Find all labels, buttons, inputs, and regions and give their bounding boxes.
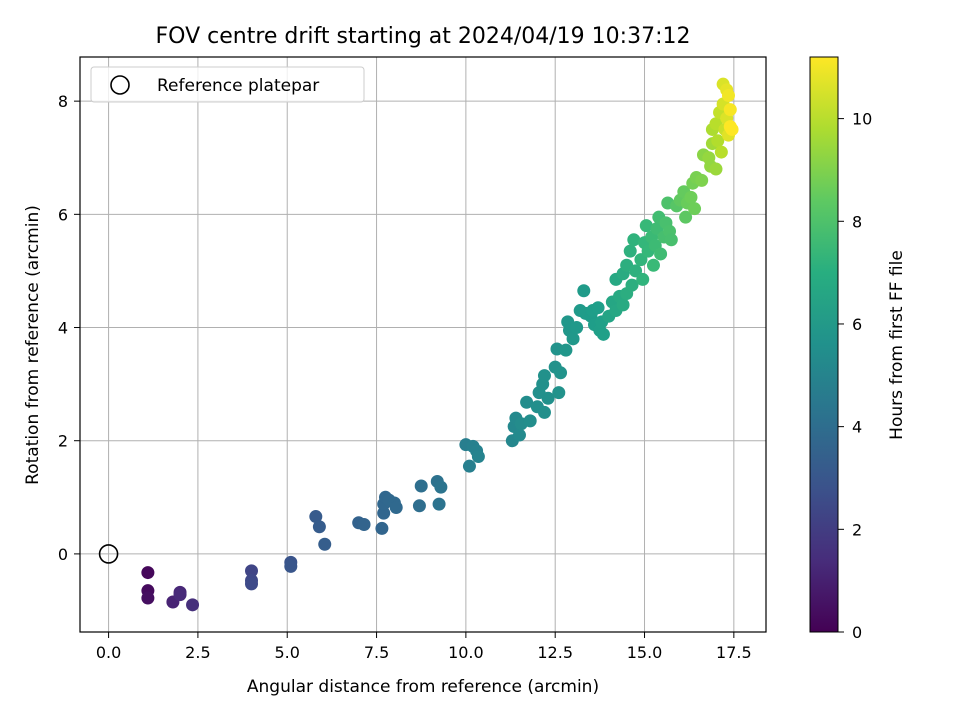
scatter-point	[357, 517, 371, 531]
scatter-point	[375, 521, 389, 535]
scatter-point	[245, 577, 258, 591]
legend-box	[90, 66, 365, 103]
x-tick-label: 17.5	[716, 643, 752, 662]
colorbar: 0 2 4 6 8 10 Hours from first FF file	[809, 56, 907, 642]
scatter-point	[537, 369, 551, 383]
y-axis-ticks: 0 2 4 6 8	[58, 92, 80, 564]
scatter-point	[434, 480, 448, 494]
scatter-point	[709, 162, 723, 176]
y-tick-label: 8	[58, 92, 68, 111]
scatter-point	[723, 103, 737, 117]
scatter-point	[309, 510, 323, 524]
scatter-point	[245, 564, 258, 578]
colorbar-tick-label: 0	[852, 623, 862, 642]
scatter-point	[623, 244, 637, 258]
legend-marker-icon	[110, 75, 130, 95]
colorbar-tick-label: 6	[852, 315, 862, 334]
scatter-point	[414, 479, 428, 493]
x-tick-label: 7.5	[364, 643, 389, 662]
scatter-point	[141, 566, 155, 580]
scatter-point	[646, 258, 660, 272]
scatter-point	[412, 499, 426, 513]
x-axis-label: Angular distance from reference (arcmin)	[247, 677, 599, 697]
scatter-point	[629, 264, 643, 278]
scatter-point	[389, 500, 403, 514]
scatter-point	[577, 284, 591, 298]
colorbar-ticks: 0 2 4 6 8 10	[838, 110, 872, 642]
scatter-point	[318, 537, 332, 551]
scatter-point	[654, 247, 668, 261]
y-tick-label: 2	[58, 432, 68, 451]
scatter-point	[141, 591, 155, 605]
scatter-point	[570, 321, 584, 335]
plot-frame	[79, 56, 767, 633]
scatter-point	[537, 405, 551, 419]
colorbar-gradient	[809, 56, 839, 633]
colorbar-tick-label: 4	[852, 418, 862, 437]
scatter-point	[471, 450, 485, 464]
scatter-point	[636, 272, 650, 286]
scatter-point	[554, 366, 568, 380]
scatter-point	[173, 588, 187, 602]
scatter-point	[711, 134, 725, 148]
y-axis-label: Rotation from reference (arcmin)	[23, 205, 43, 485]
x-tick-label: 12.5	[537, 643, 573, 662]
y-tick-label: 4	[58, 319, 68, 338]
reference-platepar-marker	[98, 544, 119, 564]
x-tick-label: 10.0	[448, 643, 484, 662]
scatter-point	[432, 497, 446, 511]
scatter-point	[721, 88, 735, 102]
scatter-point	[462, 459, 476, 473]
scatter-point	[616, 298, 630, 312]
scatter-point	[559, 343, 573, 357]
scatter-point	[695, 173, 709, 187]
scatter-point	[639, 219, 653, 233]
scatter-point	[523, 414, 537, 428]
scatter-point	[520, 395, 534, 409]
scatter-point	[186, 598, 200, 612]
x-tick-label: 2.5	[185, 643, 210, 662]
x-tick-label: 0.0	[96, 643, 121, 662]
scatter-point	[627, 233, 641, 247]
colorbar-tick-label: 10	[852, 110, 872, 129]
grid-lines	[80, 57, 766, 632]
scatter-point	[284, 559, 298, 573]
scatter-point	[725, 122, 739, 136]
x-axis-ticks: 0.0 2.5 5.0 7.5 10.0 12.5 15.0 17.5	[96, 632, 752, 662]
scatter-point	[634, 253, 648, 267]
scatter-point	[312, 520, 326, 534]
chart-title: FOV centre drift starting at 2024/04/19 …	[156, 24, 691, 49]
x-tick-label: 15.0	[627, 643, 663, 662]
scatter-point	[684, 190, 698, 204]
scatter-point	[714, 145, 728, 159]
scatter-point	[625, 278, 639, 292]
scatter-point	[591, 301, 605, 315]
legend-label: Reference platepar	[157, 76, 319, 96]
scatter-point	[679, 210, 693, 224]
scatter-point	[688, 202, 702, 216]
scatter-point	[541, 391, 555, 405]
legend: Reference platepar	[90, 66, 365, 103]
colorbar-tick-label: 2	[852, 520, 862, 539]
scatter-point	[596, 327, 610, 341]
scatter-point	[552, 386, 566, 400]
scatter-point	[377, 506, 391, 520]
y-tick-label: 0	[58, 545, 68, 564]
colorbar-tick-label: 8	[852, 212, 862, 231]
x-tick-label: 5.0	[275, 643, 300, 662]
data-points	[141, 77, 739, 612]
scatter-point	[664, 233, 678, 247]
y-tick-label: 6	[58, 205, 68, 224]
scatter-point	[566, 332, 580, 346]
scatter-point	[512, 428, 526, 442]
colorbar-label: Hours from first FF file	[887, 250, 907, 440]
